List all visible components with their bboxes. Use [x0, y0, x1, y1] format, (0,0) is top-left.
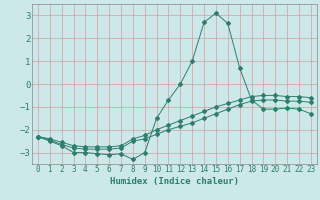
X-axis label: Humidex (Indice chaleur): Humidex (Indice chaleur) [110, 177, 239, 186]
